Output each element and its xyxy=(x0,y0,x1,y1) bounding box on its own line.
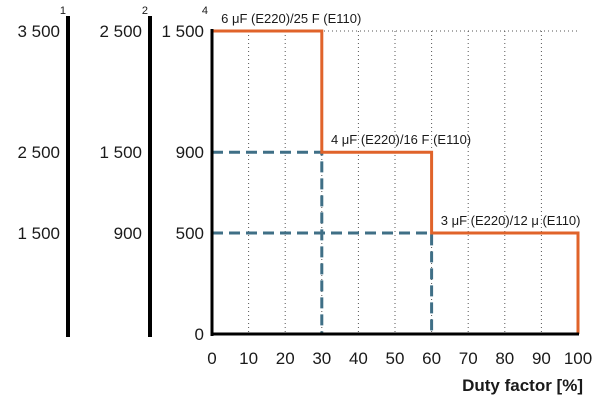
y-tick-label: 500 xyxy=(176,224,204,243)
y-tick-label: 2 500 xyxy=(17,143,60,162)
x-tick-label: 50 xyxy=(386,349,405,368)
x-tick-label: 90 xyxy=(532,349,551,368)
x-tick-label: 10 xyxy=(239,349,258,368)
annotations: 6 μF (E220)/25 F (E110) 4 μF (E220)/16 F … xyxy=(221,11,580,228)
step-annotation: 4 μF (E220)/16 F (E110) xyxy=(331,132,471,147)
grid xyxy=(212,30,578,334)
y-scale-label: 2 xyxy=(142,5,148,17)
series-line xyxy=(212,29,580,334)
y-scale-label: 1 xyxy=(60,5,66,17)
x-tick-label: 40 xyxy=(349,349,368,368)
x-tick-label: 0 xyxy=(207,349,216,368)
y-tick-label: 1 500 xyxy=(17,224,60,243)
x-tick-label: 30 xyxy=(312,349,331,368)
y-tick-label: 2 500 xyxy=(99,22,142,41)
y-tick-label: 3 500 xyxy=(17,22,60,41)
series xyxy=(212,29,580,334)
x-axis-label: Duty factor [%] xyxy=(462,376,583,395)
y-tick-label: 1 500 xyxy=(99,143,142,162)
y-tick-label: 900 xyxy=(114,224,142,243)
guide-line-2 xyxy=(212,231,434,334)
y-tick-label: 900 xyxy=(176,143,204,162)
x-tick-label: 60 xyxy=(422,349,441,368)
x-tick-label: 100 xyxy=(564,349,592,368)
y-scale-label: 4 xyxy=(202,5,208,17)
step-annotation: 6 μF (E220)/25 F (E110) xyxy=(221,11,361,26)
guide-line-1 xyxy=(212,150,324,334)
x-tick-label: 80 xyxy=(495,349,514,368)
x-tick-label: 20 xyxy=(276,349,295,368)
step-annotation: 3 μF (E220)/12 μ (E110) xyxy=(441,213,581,228)
y-tick-label: 0 xyxy=(195,325,204,344)
y-tick-label: 1 500 xyxy=(161,22,204,41)
x-tick-label: 70 xyxy=(459,349,478,368)
